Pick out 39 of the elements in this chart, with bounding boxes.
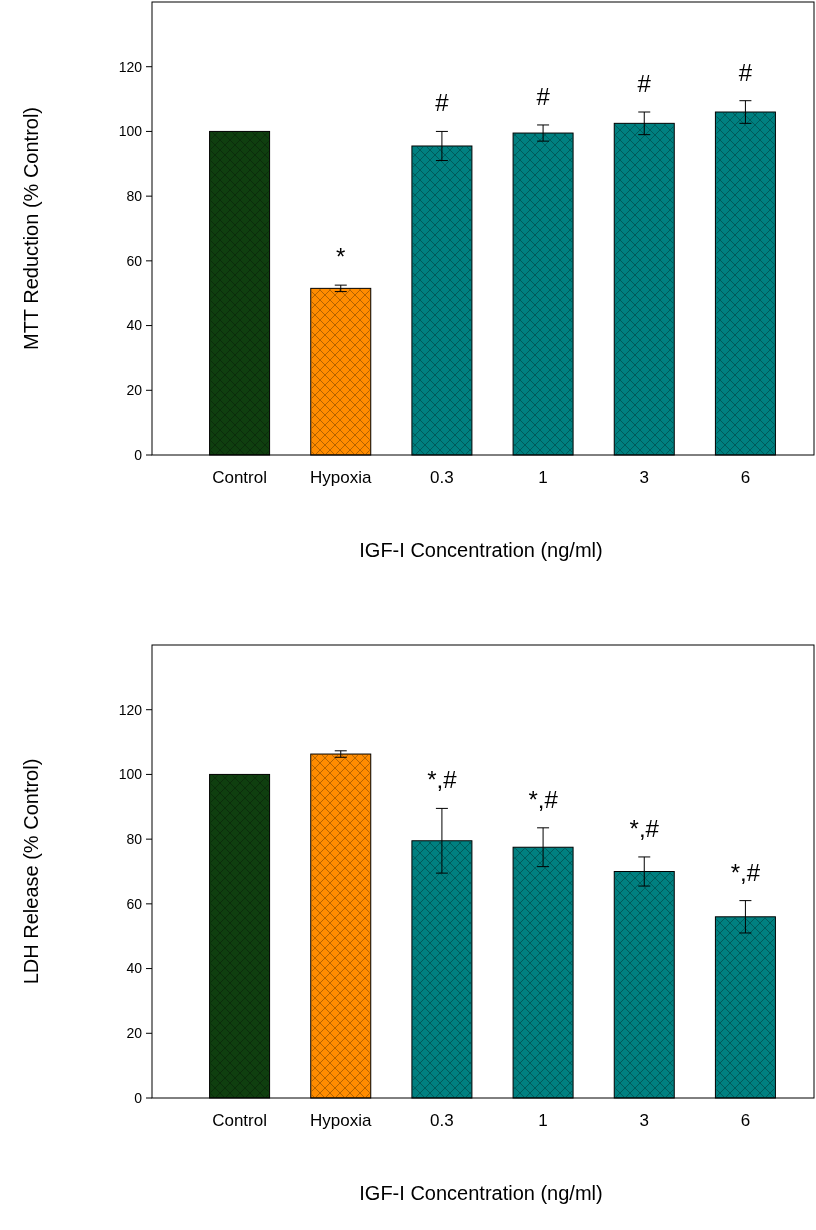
- x-tick-label: 0.3: [430, 1111, 454, 1130]
- y-axis-title: MTT Reduction (% Control): [20, 106, 42, 351]
- y-tick-label: 120: [118, 58, 143, 75]
- y-tick-label: 40: [126, 317, 143, 334]
- y-tick-label: 80: [126, 831, 143, 848]
- annotation: *,#: [427, 766, 458, 794]
- y-tick-label: 60: [126, 895, 143, 912]
- annotation: *: [336, 243, 346, 271]
- y-tick-label: 80: [126, 188, 143, 205]
- y-tick-label: 40: [126, 960, 143, 977]
- annotation: *,#: [730, 858, 761, 886]
- x-tick-label: 6: [740, 468, 751, 487]
- y-tick-label: 60: [126, 252, 143, 269]
- x-tick-label: 3: [639, 468, 649, 487]
- annotation: #: [536, 82, 551, 110]
- x-tick-label: Control: [212, 468, 267, 487]
- annotation: *,#: [528, 785, 559, 813]
- x-tick-label: 0.3: [430, 468, 454, 487]
- y-tick-label: 100: [118, 766, 143, 783]
- y-axis-title: LDH Release (% Control): [20, 758, 42, 985]
- y-tick-label: 120: [118, 701, 143, 718]
- y-tick-label: 0: [134, 1089, 143, 1106]
- x-tick-label: 1: [538, 468, 548, 487]
- x-axis-title: IGF-I Concentration (ng/ml): [359, 539, 603, 561]
- y-tick-label: 0: [134, 446, 143, 463]
- annotation: *,#: [629, 814, 660, 842]
- x-tick-label: 6: [740, 1111, 751, 1130]
- x-axis-title: IGF-I Concentration (ng/ml): [359, 1182, 603, 1204]
- x-tick-label: 3: [639, 1111, 649, 1130]
- annotation: #: [435, 89, 450, 117]
- annotation: #: [738, 58, 753, 86]
- x-tick-label: Hypoxia: [310, 1111, 372, 1130]
- x-tick-label: Control: [212, 1111, 267, 1130]
- annotation: #: [637, 70, 652, 98]
- x-tick-label: Hypoxia: [310, 468, 372, 487]
- y-tick-label: 20: [126, 1025, 143, 1042]
- y-tick-label: 100: [118, 123, 143, 140]
- y-tick-label: 20: [126, 382, 143, 399]
- x-tick-label: 1: [538, 1111, 548, 1130]
